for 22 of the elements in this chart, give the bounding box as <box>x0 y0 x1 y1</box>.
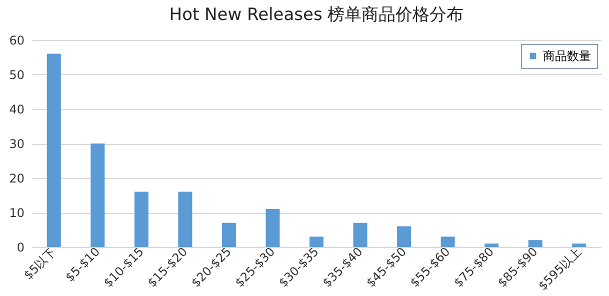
y-tick-label: 10 <box>9 206 24 220</box>
bar <box>222 222 236 247</box>
bar <box>134 192 148 247</box>
y-tick-label: 60 <box>9 34 24 48</box>
bar <box>484 244 499 247</box>
bar <box>46 54 61 247</box>
y-tick-label: 50 <box>9 68 24 82</box>
bar <box>528 240 542 247</box>
bar <box>397 226 412 247</box>
bar <box>309 236 324 247</box>
y-tick-label: 0 <box>16 240 24 254</box>
bar <box>353 222 368 247</box>
chart-title: Hot New Releases 榜单商品价格分布 <box>169 5 464 25</box>
y-tick-label: 30 <box>9 137 24 151</box>
legend-label: 商品数量 <box>543 49 591 63</box>
bar <box>178 192 192 247</box>
y-tick-label: 40 <box>9 102 24 116</box>
bar <box>266 209 280 247</box>
y-tick-label: 20 <box>9 172 24 186</box>
bar <box>90 144 105 247</box>
bar <box>440 236 455 247</box>
bar <box>572 244 586 247</box>
